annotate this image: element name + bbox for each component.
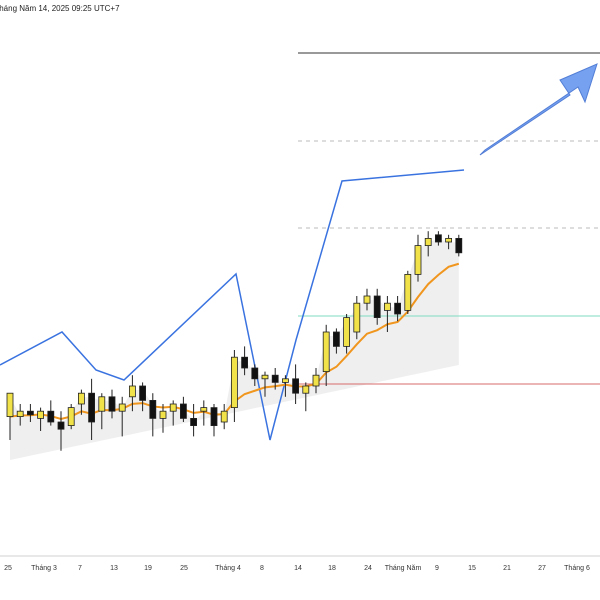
candle-body xyxy=(191,418,197,425)
candle-body xyxy=(211,408,217,426)
candle xyxy=(415,235,421,282)
candle-body xyxy=(231,357,237,407)
candle-body xyxy=(38,411,44,418)
candle-body xyxy=(58,422,64,429)
candle-body xyxy=(435,235,441,242)
candle-body xyxy=(119,404,125,411)
candle xyxy=(405,271,411,314)
candle-body xyxy=(272,375,278,382)
chart-timestamp: tháng Năm 14, 2025 09:25 UTC+7 xyxy=(0,4,120,13)
x-tick-label: 24 xyxy=(364,565,372,572)
candle-body xyxy=(344,318,350,347)
candle-body xyxy=(425,238,431,245)
candle-body xyxy=(201,408,207,412)
candle-body xyxy=(7,393,13,416)
candle-body xyxy=(303,386,309,393)
x-tick-label: 25 xyxy=(180,565,188,572)
candle-body xyxy=(27,411,33,415)
candle-body xyxy=(333,332,339,346)
candle-body xyxy=(221,411,227,422)
candle-body xyxy=(395,303,401,314)
x-tick-label: Tháng 6 xyxy=(564,565,590,572)
x-tick-label: Tháng 3 xyxy=(31,565,57,572)
candle-body xyxy=(456,238,462,252)
candle-body xyxy=(150,400,156,418)
candle-body xyxy=(180,404,186,418)
candle-body xyxy=(313,375,319,386)
candle-body xyxy=(160,411,166,418)
candle-body xyxy=(405,274,411,310)
candle-body xyxy=(17,411,23,416)
candle xyxy=(180,397,186,422)
candle-body xyxy=(109,397,115,411)
x-tick-label: 7 xyxy=(78,565,82,572)
candle-body xyxy=(89,393,95,422)
x-tick-label: 14 xyxy=(294,565,302,572)
candle-body xyxy=(262,375,268,379)
candle-body xyxy=(48,411,54,422)
candle-body xyxy=(129,386,135,397)
candle-body xyxy=(415,246,421,275)
x-tick-label: Tháng Năm xyxy=(385,565,422,572)
x-axis-ticks: 25 Tháng 3 7 13 19 25 Tháng 4 8 14 18 24 Tháng Năm 9… xyxy=(4,565,590,572)
candle-body xyxy=(140,386,146,400)
x-tick-label: 9 xyxy=(435,565,439,572)
candle-body xyxy=(293,379,299,393)
candle xyxy=(191,404,197,436)
x-tick-label: 21 xyxy=(503,565,511,572)
candle-body xyxy=(354,303,360,332)
x-tick-label: 19 xyxy=(144,565,152,572)
candle-body xyxy=(170,404,176,411)
candle-body xyxy=(252,368,258,379)
candle-body xyxy=(68,408,74,426)
candle xyxy=(48,400,54,425)
candle xyxy=(68,404,74,429)
candle-body xyxy=(242,357,248,368)
candle-body xyxy=(446,238,452,242)
x-tick-label: 25 xyxy=(4,565,12,572)
x-tick-label: 18 xyxy=(328,565,336,572)
candle xyxy=(456,235,462,257)
x-tick-label: 8 xyxy=(260,565,264,572)
x-tick-label: 13 xyxy=(110,565,118,572)
candle-body xyxy=(384,303,390,310)
x-tick-label: 15 xyxy=(468,565,476,572)
candle xyxy=(211,404,217,436)
candle-body xyxy=(323,332,329,372)
x-tick-label: Tháng 4 xyxy=(215,565,241,572)
candle-body xyxy=(374,296,380,318)
candle-body xyxy=(282,379,288,383)
x-tick-label: 27 xyxy=(538,565,546,572)
candle-body xyxy=(78,393,84,404)
candle-body xyxy=(99,397,105,411)
candle-body xyxy=(364,296,370,303)
